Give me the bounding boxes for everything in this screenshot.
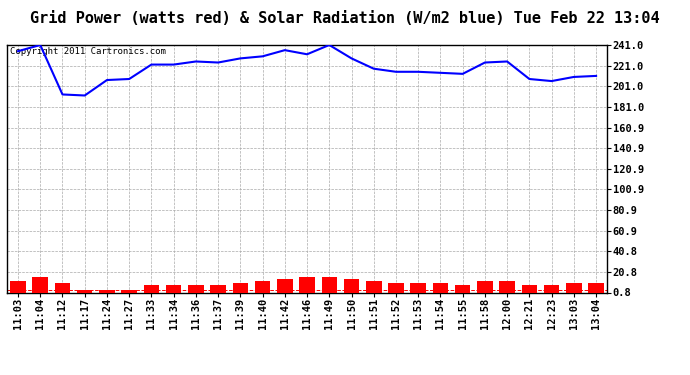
Bar	[544, 285, 560, 292]
Bar	[344, 279, 359, 292]
Bar	[10, 281, 26, 292]
Bar	[500, 281, 515, 292]
Bar	[522, 285, 537, 292]
Bar	[322, 277, 337, 292]
Bar	[388, 283, 404, 292]
Bar	[121, 290, 137, 292]
Bar	[233, 283, 248, 292]
Bar	[477, 281, 493, 292]
Bar	[144, 285, 159, 292]
Bar	[166, 285, 181, 292]
Text: Copyright 2011 Cartronics.com: Copyright 2011 Cartronics.com	[10, 48, 166, 57]
Bar	[411, 283, 426, 292]
Bar	[77, 290, 92, 292]
Bar	[277, 279, 293, 292]
Bar	[255, 281, 270, 292]
Bar	[589, 283, 604, 292]
Bar	[55, 283, 70, 292]
Bar	[566, 283, 582, 292]
Bar	[299, 277, 315, 292]
Bar	[32, 277, 48, 292]
Bar	[433, 283, 448, 292]
Bar	[366, 281, 382, 292]
Bar	[99, 290, 115, 292]
Bar	[455, 285, 471, 292]
Text: Grid Power (watts red) & Solar Radiation (W/m2 blue) Tue Feb 22 13:04: Grid Power (watts red) & Solar Radiation…	[30, 11, 660, 26]
Bar	[210, 285, 226, 292]
Bar	[188, 285, 204, 292]
